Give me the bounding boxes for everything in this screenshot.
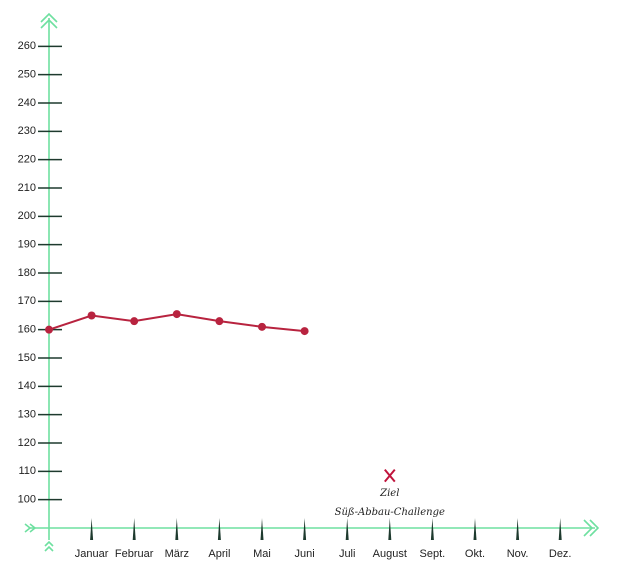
x-tick-label: April [208,548,230,560]
y-tick-label: 250 [18,69,36,81]
x-tick [90,518,94,540]
x-tick [430,518,434,540]
x-tick-label: Februar [115,548,154,560]
x-tick-label: Okt. [465,548,485,560]
y-tick-label: 210 [18,182,36,194]
x-tick [345,518,349,540]
axes [24,12,600,552]
arrow [40,18,58,29]
y-tick-label: 220 [18,154,36,166]
x-tick-label: Nov. [507,548,529,560]
point [215,317,224,326]
x-tick [473,518,477,540]
x-tick-label: Juni [295,548,315,560]
arrow [44,540,54,547]
y-tick-label: 190 [18,239,36,251]
arrow [40,12,58,23]
y-tick-label: 160 [18,324,36,336]
x-tick-label: Januar [75,548,109,560]
y-tick-label: 110 [18,465,36,477]
x-tick [303,518,307,540]
x-tick [132,518,136,540]
y-tick-label: 170 [18,295,36,307]
x-tick-label: Mai [253,548,271,560]
arrow [589,519,600,537]
x-tick-label: Dez. [549,548,572,560]
x-tick [260,518,264,540]
goal-label: Ziel [379,488,399,499]
y-tick-label: 260 [18,40,36,52]
x-tick-label: März [165,548,189,560]
point [45,325,53,334]
point [172,310,181,319]
y-tick-label: 240 [18,97,36,109]
point [87,311,96,320]
arrow [24,523,32,533]
arrow [29,523,37,533]
point [130,317,139,326]
y-tick-label: 140 [18,380,36,392]
y-tick-label: 100 [18,494,36,506]
x-tick [217,518,221,540]
y-tick-label: 120 [18,437,36,449]
goal-marker [384,468,396,483]
y-tick-label: 130 [18,409,36,421]
point [258,322,266,331]
x-tick-label: Sept. [420,548,446,560]
x-tick [558,518,562,540]
x-tick [175,518,179,540]
x-tick [516,518,520,540]
arrow [44,545,54,552]
x-tick-label: August [373,548,407,560]
y-tick-label: 150 [18,352,36,364]
point [300,327,309,336]
arrow [583,519,594,537]
x-tick [388,518,392,540]
goal-sublabel: Süß-Abbau-Challenge [335,507,445,518]
y-tick-label: 200 [18,210,36,222]
y-tick-label: 230 [18,125,36,137]
y-tick-label: 180 [18,267,36,279]
x-tick-label: Juli [339,548,356,560]
